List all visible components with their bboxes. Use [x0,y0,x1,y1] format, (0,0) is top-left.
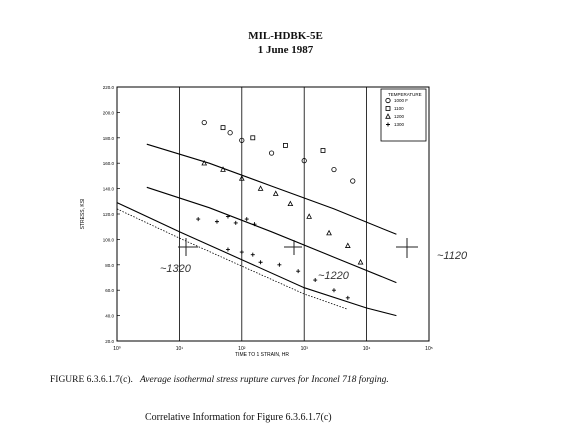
data-point [350,178,356,184]
data-point [225,214,230,219]
data-point [214,219,219,224]
legend-marker [385,97,391,104]
document-date: 1 June 1987 [257,44,314,56]
data-point [344,242,351,248]
legend-entry-label: 1300 [394,122,405,127]
handwritten-label-1220: ~1220 [318,270,350,282]
y-tick-label: 140.0 [103,187,115,192]
data-point [320,148,326,153]
data-point [220,125,226,131]
handwritten-crosshair-1220 [284,240,302,255]
handwritten-label-1120: ~1120 [437,250,468,262]
average-rupture-curve [146,143,397,235]
x-tick-label: 10⁰ [113,346,121,352]
handwritten-crosshair-1320 [178,238,198,256]
x-axis-label: TIME TO 1 STRAIN, HR [235,352,289,358]
average-rupture-curve [116,202,397,317]
data-point [272,190,279,196]
data-point [331,288,336,293]
data-point [326,229,332,236]
data-point [296,269,301,274]
data-point [250,135,256,141]
legend-marker [385,113,391,119]
data-point [287,200,294,207]
average-rupture-curve [116,208,348,310]
data-point [225,247,230,252]
data-point [252,222,257,227]
y-tick-label: 120.0 [103,212,115,217]
data-point [244,217,249,222]
data-point [239,250,244,255]
average-rupture-curve [146,186,397,284]
y-tick-label: 80.0 [105,263,114,268]
data-point [257,185,264,191]
data-point [239,137,245,143]
y-axis-label: STRESS, KSI [80,199,86,230]
handwritten-label-1320: ~1320 [160,263,192,275]
legend-title: TEMPERATURE [388,92,422,97]
data-point [233,220,238,225]
data-point [268,150,275,156]
data-point [238,175,245,181]
y-tick-label: 180.0 [103,136,115,141]
data-point [196,217,201,222]
data-point [313,278,318,283]
data-point [220,166,226,172]
y-tick-label: 100.0 [103,237,115,242]
data-point [301,158,307,164]
data-point [201,119,207,126]
data-point [277,262,282,267]
data-point [227,130,233,136]
data-point [201,159,208,166]
legend-entry-label: 1200 [394,114,405,119]
y-tick-label: 160.0 [103,161,115,166]
data-point [283,143,288,148]
x-tick-label: 10⁵ [425,346,433,352]
y-tick-label: 60.0 [105,288,114,293]
y-tick-label: 200.0 [103,110,115,115]
data-point [331,166,337,173]
x-tick-label: 10² [238,346,246,352]
correlative-info-heading: Correlative Information for Figure 6.3.6… [145,412,332,423]
data-point [258,260,263,265]
handwritten-crosshair-1120 [396,238,418,258]
legend-entry-label: 1100 [394,106,404,111]
y-tick-label: 220.0 [103,85,115,90]
x-tick-label: 10¹ [176,346,184,352]
y-tick-label: 20.0 [105,339,114,344]
data-point [357,258,364,265]
figure-caption: FIGURE 6.3.6.1.7(c). Average isothermal … [50,375,389,385]
data-point [250,252,255,257]
data-point [306,213,313,219]
figure-title: Average isothermal stress rupture curves… [139,375,389,385]
legend-marker [385,106,391,111]
legend-entry-label: 1000 F [394,98,408,103]
legend: TEMPERATURE 1000 F 1100 1200 1300 [380,88,427,142]
data-point [345,295,350,300]
y-tick-label: 40.0 [105,314,114,319]
legend-marker [386,122,390,127]
x-tick-label: 10³ [301,346,309,352]
x-tick-label: 10⁴ [363,346,371,352]
document-id: MIL-HDBK-5E [248,30,323,42]
figure-label: FIGURE 6.3.6.1.7(c). [50,375,133,385]
